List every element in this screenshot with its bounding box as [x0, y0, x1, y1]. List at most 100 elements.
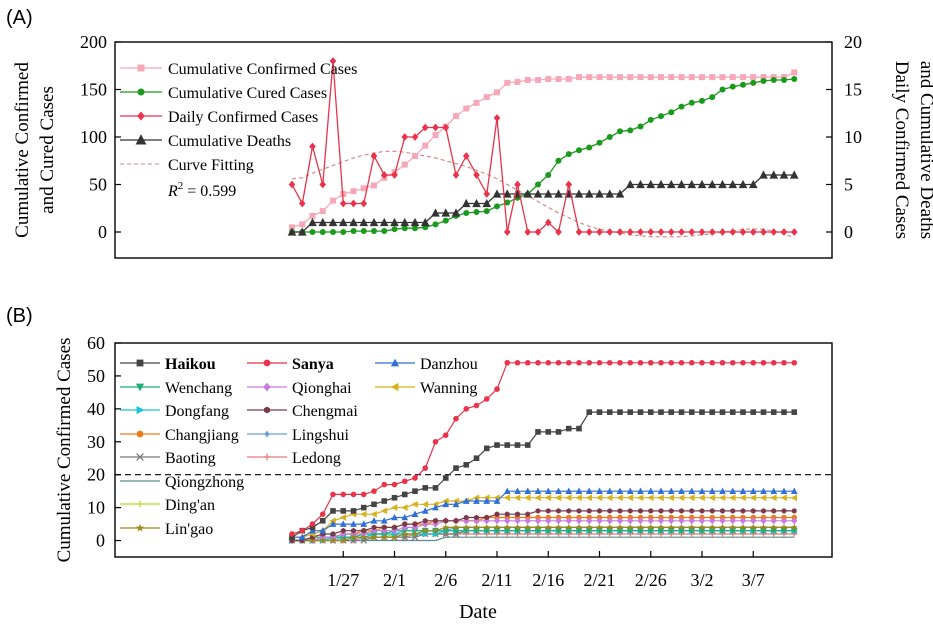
data-point: [738, 179, 748, 189]
data-point: [535, 181, 541, 188]
data-point: [699, 508, 705, 514]
data-point: [781, 77, 787, 83]
data-point: [749, 494, 757, 502]
data-point: [586, 517, 593, 525]
data-point: [432, 132, 439, 139]
right-ylabel-line: Daily Confirmed Cases: [891, 61, 912, 239]
data-point: [544, 494, 552, 502]
data-point: [667, 487, 675, 494]
data-point: [739, 228, 747, 236]
data-point: [411, 133, 419, 141]
data-point: [442, 523, 450, 531]
data-point: [412, 153, 418, 159]
data-point: [432, 123, 439, 132]
data-point: [678, 359, 685, 366]
data-point: [483, 94, 490, 101]
y-tick-label: 50: [87, 366, 105, 386]
data-point: [626, 228, 634, 236]
series-line: [292, 78, 795, 233]
data-point: [739, 487, 747, 494]
data-point: [484, 514, 490, 521]
data-point: [554, 189, 563, 198]
data-point: [289, 531, 295, 537]
data-point: [760, 359, 767, 366]
data-point: [504, 517, 511, 525]
data-point: [709, 517, 716, 525]
data-point: [636, 179, 645, 189]
data-point: [574, 189, 584, 198]
data-point: [647, 523, 655, 531]
data-point: [699, 409, 705, 415]
data-point: [483, 445, 490, 452]
data-point: [309, 524, 316, 531]
data-point: [647, 228, 655, 236]
data-point: [504, 511, 510, 517]
data-point: [750, 409, 757, 415]
data-point: [319, 208, 326, 215]
data-point: [534, 494, 541, 502]
data-point: [349, 217, 358, 227]
data-point: [627, 508, 633, 514]
legend-label: Lin'gao: [165, 521, 213, 538]
data-point: [779, 170, 789, 179]
data-point: [658, 409, 664, 415]
data-point: [770, 487, 778, 494]
data-point: [381, 481, 388, 488]
data-point: [514, 487, 521, 494]
data-point: [555, 228, 562, 236]
left-tick-label: 50: [89, 175, 107, 195]
legend-marker: [390, 358, 400, 367]
legend-marker: [136, 430, 144, 438]
data-point: [698, 228, 706, 236]
data-point: [647, 517, 654, 525]
data-point: [544, 218, 552, 227]
data-point: [402, 521, 408, 527]
data-point: [329, 517, 336, 525]
data-point: [781, 508, 787, 514]
data-point: [708, 487, 716, 494]
data-point: [524, 77, 531, 83]
data-point: [442, 500, 450, 508]
data-point: [791, 508, 797, 514]
data-point: [422, 517, 428, 524]
legend-marker: [137, 64, 145, 72]
data-point: [391, 494, 398, 501]
data-point: [719, 359, 726, 366]
data-point: [431, 208, 440, 217]
data-point: [759, 170, 768, 179]
data-point: [431, 500, 439, 508]
data-point: [606, 494, 613, 502]
data-point: [781, 409, 787, 415]
legend-marker: [136, 405, 145, 415]
data-point: [719, 523, 726, 531]
data-point: [719, 409, 726, 415]
data-point: [432, 527, 439, 534]
data-point: [524, 517, 531, 525]
data-point: [597, 508, 602, 514]
left-ylabel-line: Cumulative Confirmed: [12, 62, 33, 238]
data-point: [658, 359, 664, 366]
data-point: [308, 217, 317, 227]
data-point: [534, 517, 542, 525]
data-point: [586, 144, 593, 151]
data-point: [749, 228, 757, 236]
data-point: [350, 520, 357, 527]
panel-a-series: [287, 57, 799, 239]
x-tick-label: 2/1: [383, 570, 406, 590]
data-point: [626, 487, 634, 494]
data-point: [350, 533, 357, 541]
data-point: [391, 481, 398, 488]
data-point: [729, 74, 736, 81]
data-point: [616, 228, 624, 236]
data-point: [392, 524, 397, 531]
data-point: [596, 517, 603, 525]
data-point: [709, 74, 716, 81]
data-point: [371, 228, 377, 235]
data-point: [453, 113, 459, 120]
data-point: [544, 523, 552, 531]
data-point: [523, 189, 533, 198]
data-point: [575, 228, 583, 236]
legend-marker: [137, 88, 145, 96]
data-point: [555, 157, 562, 164]
y-tick-label: 20: [87, 465, 105, 485]
